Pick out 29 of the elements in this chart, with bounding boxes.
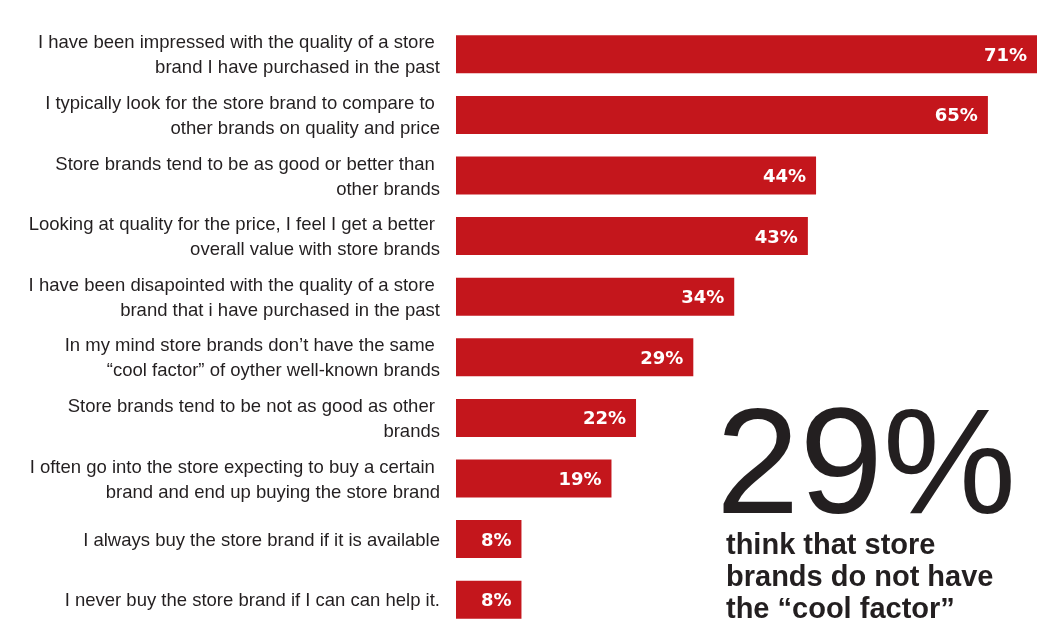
bar [456, 338, 694, 377]
y-tick-label: I never buy the store brand if I can can help it. [64, 589, 440, 611]
y-tick-label: I typically look for the store brand to compare to other brands on quality and price [45, 91, 440, 138]
bar [456, 459, 612, 498]
y-tick-label: I always buy the store brand if it is available [83, 528, 440, 550]
data-label: 8% [480, 528, 512, 550]
data-label: 65% [934, 104, 978, 126]
bar [456, 217, 808, 256]
bar [456, 95, 988, 134]
data-label: 44% [762, 165, 807, 186]
data-label: 22% [582, 407, 627, 429]
y-tick-label: Store brands tend to be as good or better than other brands [55, 152, 440, 199]
bar [456, 35, 1037, 74]
bar [456, 398, 637, 437]
data-label: 19% [558, 468, 602, 489]
y-tick-label: Store brands tend to be not as good as other brands [67, 394, 440, 441]
data-label: 43% [754, 225, 798, 247]
bar [456, 156, 817, 195]
y-tick-label: I often go into the store expecting to buy a certain brand and end up buying the store brand [29, 455, 440, 502]
y-tick-label: In my mind store brands don’t have the same “cool factor” of oyther well-known brands [64, 334, 440, 381]
y-tick-label: I have been impressed with the quality of a store brand I have purchased in the past [37, 31, 440, 78]
data-label: 34% [681, 286, 725, 308]
data-label: 8% [480, 589, 512, 611]
annotation: think that store brands do not have the “cool factor” [726, 528, 1002, 624]
bar [456, 277, 735, 316]
data-label: 71% [983, 43, 1027, 65]
y-tick-label: I have been disapointed with the quality of a store brand that i have purchased in the past [28, 273, 440, 320]
data-label: 29% [640, 346, 684, 368]
y-tick-label: Looking at quality for the price, I feel I get a better overall value with store brands [28, 213, 440, 260]
